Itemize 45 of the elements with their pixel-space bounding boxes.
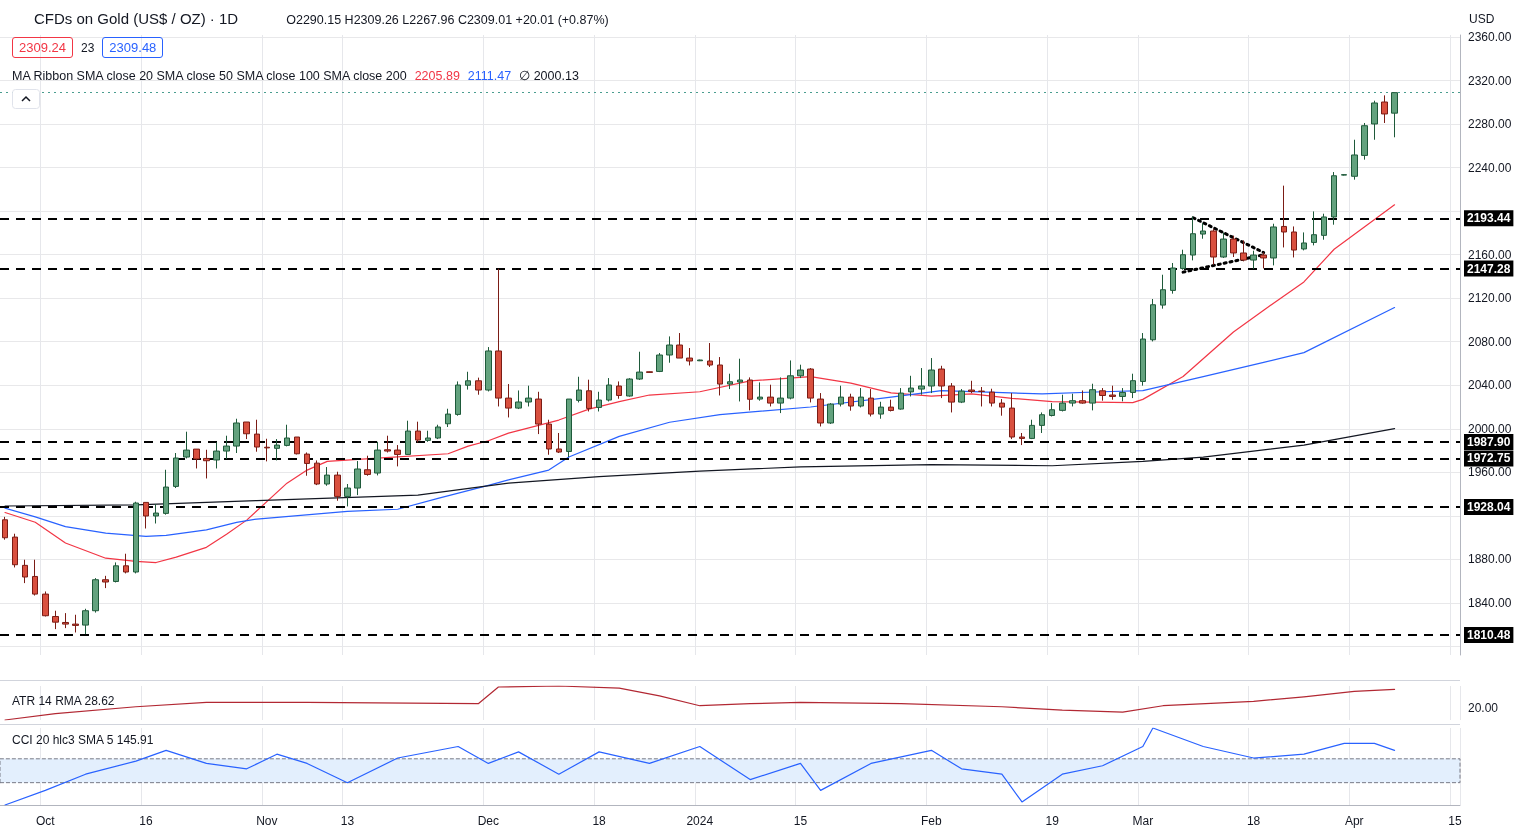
x-tick-label: 13 <box>340 814 355 828</box>
x-tick-label: Dec <box>477 814 500 828</box>
annotation: ∅ 2000.13 <box>519 68 579 83</box>
x-tick-label: 18 <box>592 814 607 828</box>
x-tick-label: Feb <box>921 814 943 828</box>
annotation: 23 <box>81 41 95 55</box>
ref-line-label: 1972.75 <box>1467 451 1511 466</box>
y-tick-label: 2280.00 <box>1468 117 1512 132</box>
y-tick-label: 1840.00 <box>1468 595 1512 610</box>
y-tick-label: 2080.00 <box>1468 334 1512 349</box>
x-tick-label: Mar <box>1132 814 1154 828</box>
annotation: 2309.48 <box>102 37 164 58</box>
x-tick-label: Oct <box>35 814 56 828</box>
x-tick-label: 2024 <box>686 814 714 828</box>
x-tick-label: 15 <box>793 814 808 828</box>
chart-title: CCI 20 hlc3 SMA 5 145.91 <box>12 733 154 747</box>
ref-line-label: 2147.28 <box>1467 261 1511 276</box>
x-tick-label: Nov <box>256 814 278 828</box>
ref-line-label: 1810.48 <box>1467 627 1511 642</box>
annotation: 2309.24 <box>12 37 73 58</box>
annotation: 2205.89 <box>414 69 460 83</box>
text: 20.00 <box>1468 701 1499 715</box>
y-tick-label: 2320.00 <box>1468 73 1512 88</box>
ref-line-label: 1928.04 <box>1467 500 1511 515</box>
annotation: MA Ribbon SMA close 20 SMA close 50 SMA close 100 SMA close 200 <box>12 69 407 83</box>
chart-title: CFDs on Gold (US$ / OZ) · 1D <box>34 10 239 27</box>
text: USD <box>1469 12 1495 26</box>
y-tick-label: 2120.00 <box>1468 291 1512 306</box>
ref-line-label: 2193.44 <box>1467 211 1511 226</box>
annotation: 2111.47 <box>467 69 512 83</box>
x-tick-label: 16 <box>139 814 153 828</box>
chart-subtitle: O2290.15 H2309.26 L2267.96 C2309.01 +20.01 (+0.87%) <box>286 13 609 27</box>
x-tick-label: 15 <box>1448 814 1462 828</box>
y-tick-label: 2240.00 <box>1468 160 1512 175</box>
y-tick-label: 1880.00 <box>1468 552 1512 567</box>
y-tick-label: 2160.00 <box>1468 247 1512 262</box>
x-tick-label: 18 <box>1246 814 1261 828</box>
ref-line-label: 1987.90 <box>1467 434 1511 449</box>
y-tick-label: 1960.00 <box>1468 465 1512 480</box>
x-tick-label: 19 <box>1045 814 1060 828</box>
y-tick-label: 2360.00 <box>1468 30 1512 45</box>
text: ATR 14 RMA 28.62 <box>12 694 115 708</box>
y-tick-label: 2000.00 <box>1468 421 1512 436</box>
y-tick-label: 2040.00 <box>1468 378 1512 393</box>
x-tick-label: Apr <box>1344 814 1364 828</box>
